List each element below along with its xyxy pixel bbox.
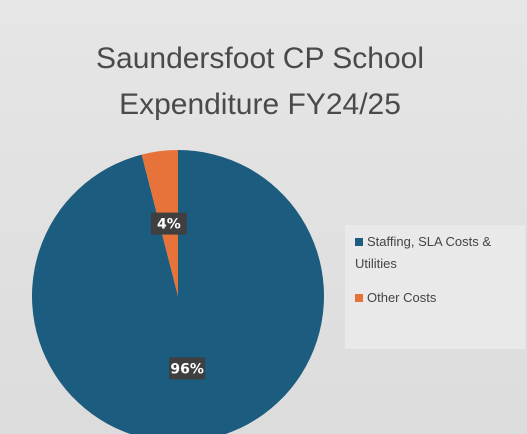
data-label: 4% [150, 212, 187, 235]
label-text: 96% [170, 361, 204, 377]
legend: Staffing, SLA Costs & Utilities Other Cos… [345, 225, 525, 349]
legend-item: Other Costs [355, 287, 520, 309]
legend-item: Staffing, SLA Costs & Utilities [355, 231, 520, 275]
data-label: 96% [169, 357, 206, 380]
legend-swatch [355, 238, 363, 246]
label-text: 4% [157, 217, 181, 233]
pie-slice [32, 150, 324, 434]
label-box [169, 357, 206, 380]
legend-label: Staffing, SLA Costs & Utilities [355, 234, 492, 271]
label-box [150, 212, 187, 235]
chart-title: Saundersfoot CP School Expenditure FY24/… [96, 42, 424, 121]
legend-swatch [355, 294, 363, 302]
legend-label: Other Costs [367, 290, 437, 305]
